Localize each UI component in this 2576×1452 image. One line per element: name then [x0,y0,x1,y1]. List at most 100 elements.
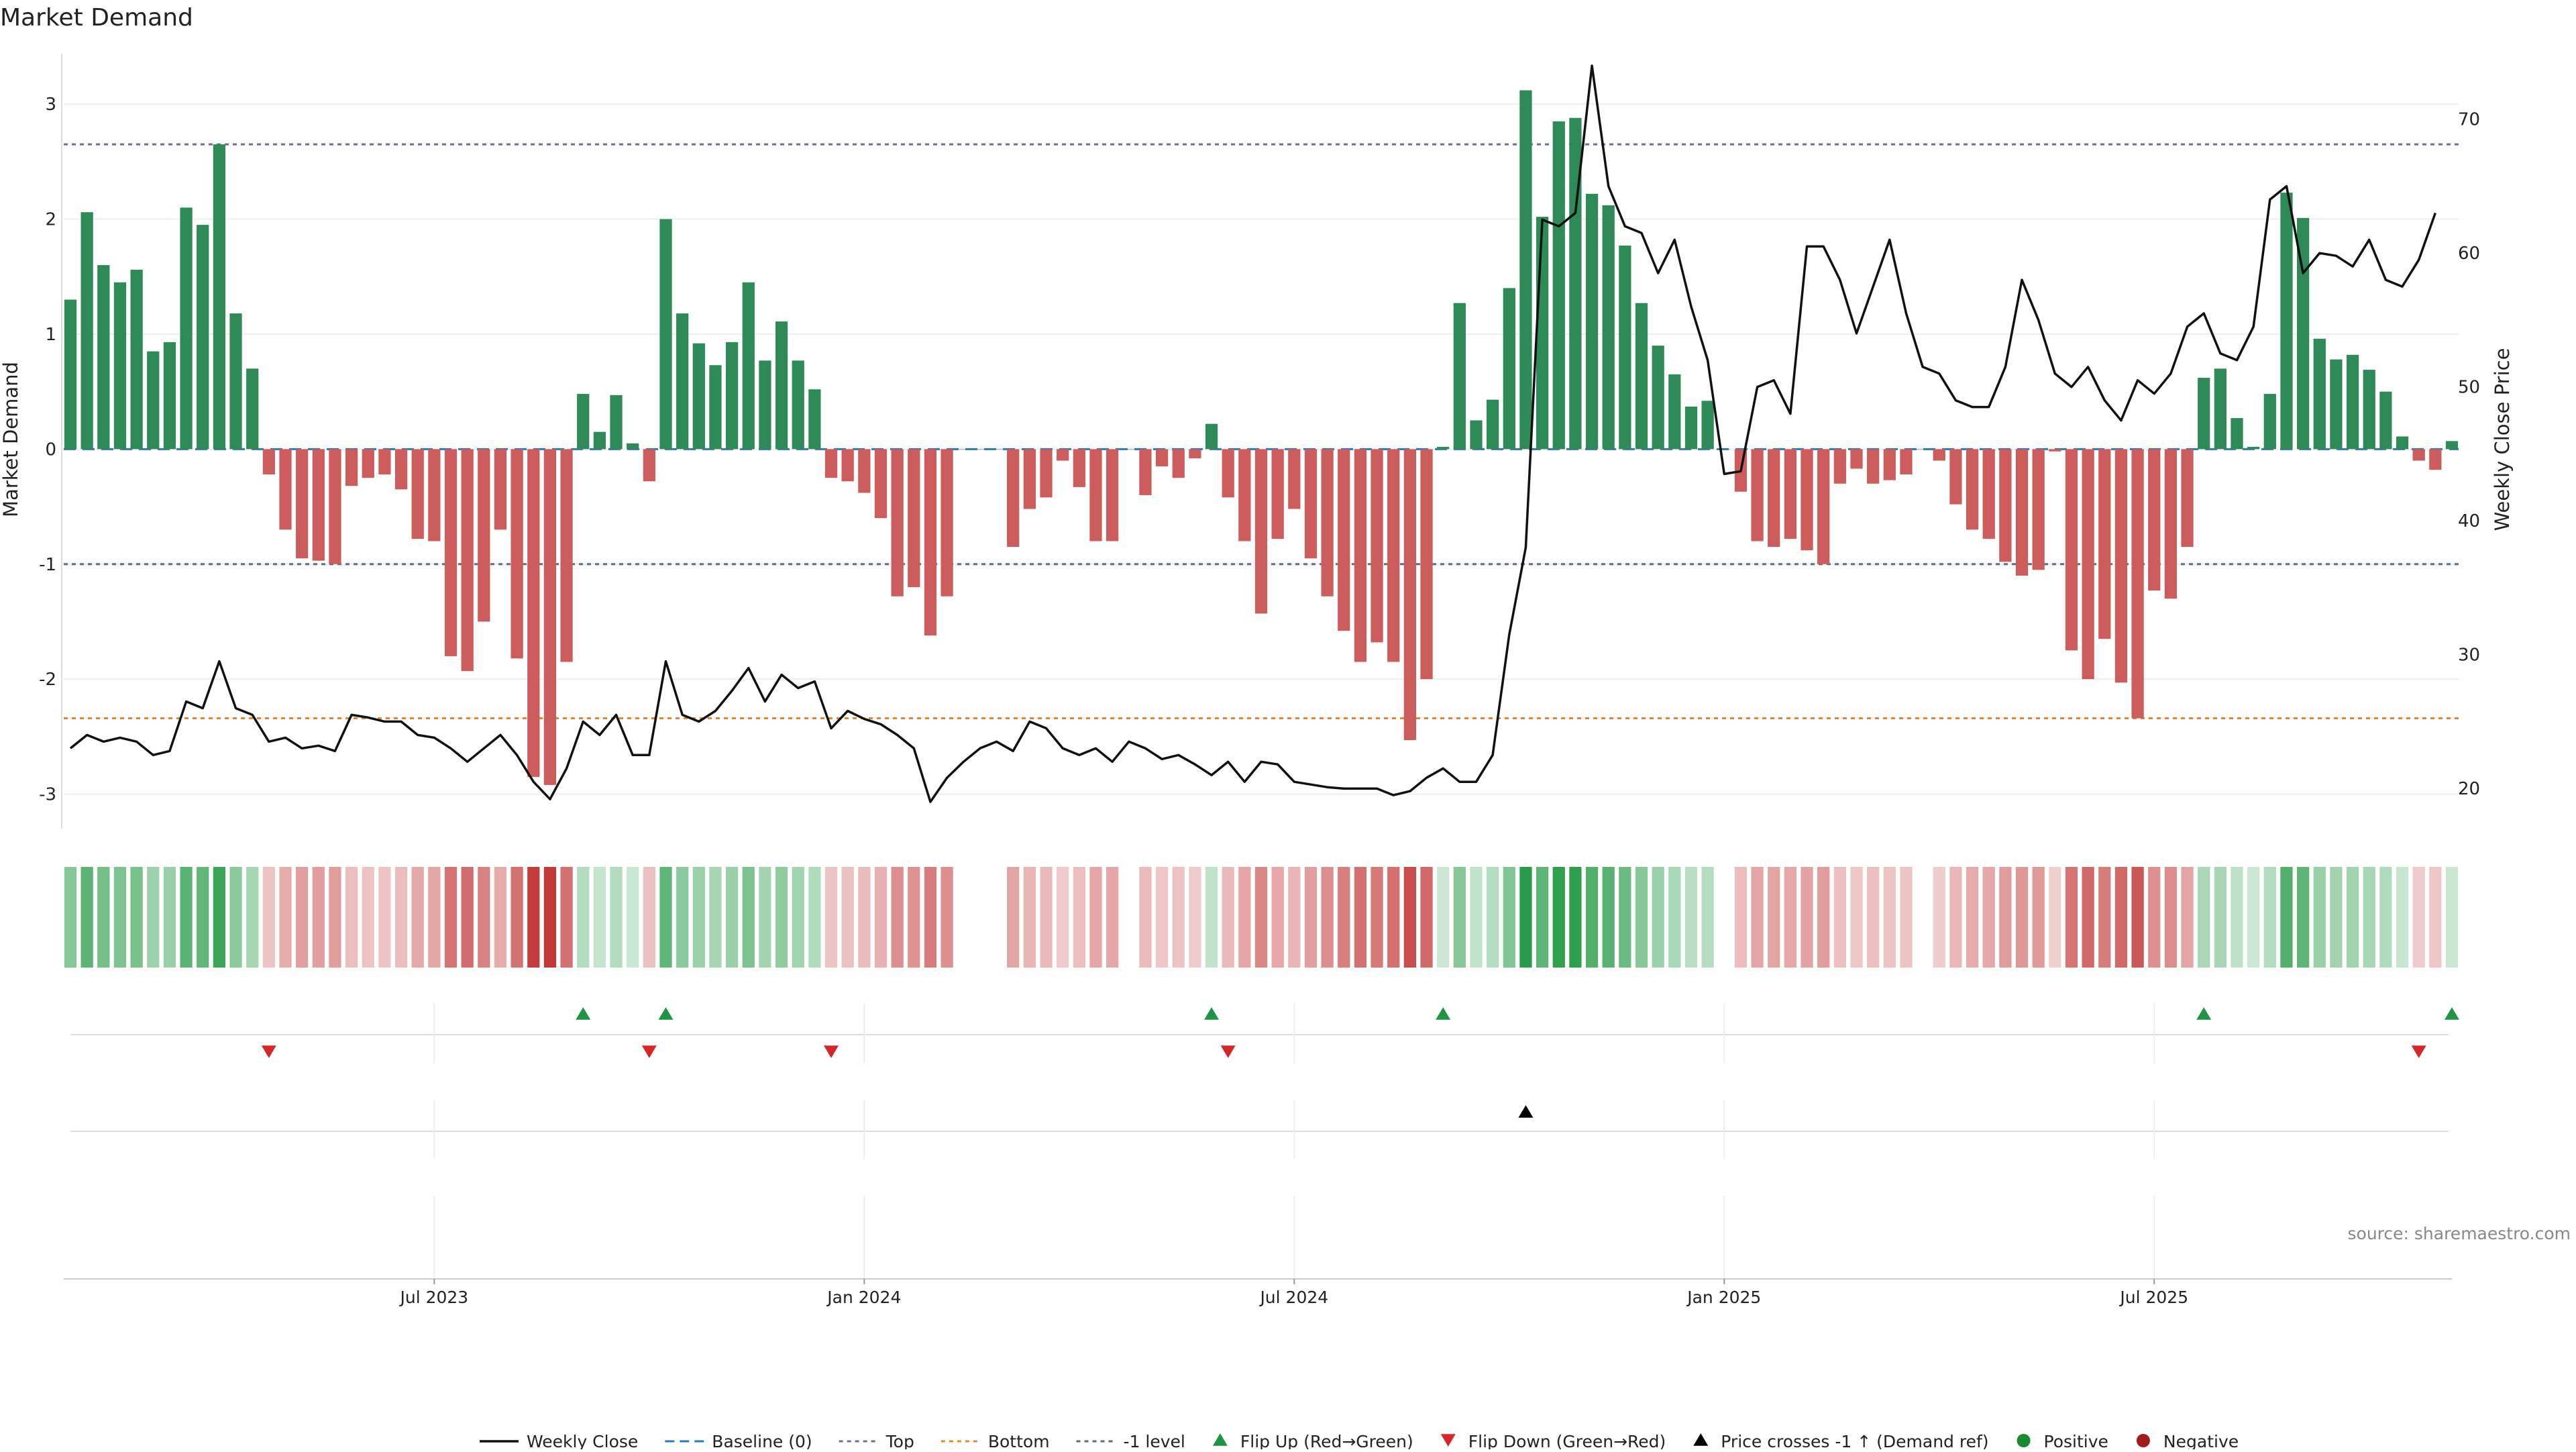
x-axis: Jul 2023 Jan 2024 Jul 2024 Jan 2025 Jul 2025 [64,1278,2452,1307]
demand-bar [543,449,557,785]
heat-cell [1254,867,1268,968]
legend-item-4: -1 level [1076,1432,1185,1451]
heat-cell [2148,867,2161,968]
heat-cell [1801,867,1813,968]
heat-cell [2412,867,2425,968]
x-tick-label: Jul 2024 [1258,1288,1328,1307]
heat-cell [1007,867,1020,968]
demand-bar [1585,193,1599,450]
demand-bar [1073,449,1085,487]
demand-bar [1883,449,1896,480]
demand-bar [1205,423,1218,450]
demand-bar [990,449,1003,450]
heat-cell [1106,867,1119,968]
demand-bar [147,351,160,450]
demand-bar [1982,449,1995,539]
demand-bar [494,449,507,530]
demand-bar [841,449,854,482]
demand-bar [1569,117,1582,450]
heat-cell [2313,867,2326,968]
demand-bar [1238,449,1251,541]
heat-cell [775,867,788,968]
flip-down-marker [641,1045,657,1058]
y-axis-label-left: Market Demand [0,362,22,517]
demand-bar [1057,449,1069,461]
heat-cell [577,867,590,968]
legend: Weekly Close Baseline (0) Top Bottom -1 leve… [480,1432,2239,1451]
heat-cell [2231,867,2243,968]
heat-cell [676,867,689,968]
heat-cell [527,867,540,968]
y-right-tick-label: 20 [2458,779,2480,799]
heat-cell [262,867,275,968]
demand-bar [2114,449,2128,683]
heat-cell [1387,867,1400,968]
heat-cell [1536,867,1549,968]
heat-cell [1982,867,1995,968]
y-right-tick-label: 70 [2458,110,2480,130]
heat-cell [312,867,325,968]
heat-cell [279,867,292,968]
heat-cell [113,867,127,968]
heat-cell [2429,867,2442,968]
demand-bar [1949,449,1962,505]
demand-bar [2148,449,2161,591]
demand-bar [2445,441,2459,450]
demand-bar [824,449,838,478]
flip-up-marker [1436,1007,1451,1020]
heat-cell [1073,867,1085,968]
demand-bar [874,449,888,519]
legend-label: Bottom [988,1432,1050,1449]
heat-cell [1619,867,1631,968]
demand-bar [1503,288,1515,450]
demand-bar [1999,449,2012,562]
demand-bar [792,360,804,450]
demand-bar [643,449,655,482]
heat-cell [1420,867,1433,968]
legend-label: Negative [2163,1432,2239,1449]
y-axis-label-right: Weekly Close Price [2491,348,2514,531]
heat-cell [725,867,739,968]
heat-cell [378,867,391,968]
legend-item-9: Negative [2136,1432,2239,1451]
heat-cell [1205,867,1218,968]
flip-down-marker [824,1045,839,1058]
demand-bar [2198,378,2210,450]
heat-cell [130,867,143,968]
heat-cell [1850,867,1863,968]
heat-cell [560,867,573,968]
demand-bar [527,449,540,777]
demand-bar [511,449,523,659]
heat-cell [147,867,160,968]
heat-cell [543,867,557,968]
legend-label: Positive [2044,1432,2108,1449]
flip-down-marker [261,1045,276,1058]
demand-bar [1122,449,1135,450]
demand-bar [2032,449,2045,570]
heat-cell [2082,867,2094,968]
demand-bar [1900,449,1913,475]
heat-cell [1585,867,1599,968]
demand-bar [1966,449,1979,530]
legend-swatch-dot [2017,1434,2031,1447]
demand-bar [2379,391,2392,450]
heat-cell [213,867,225,968]
heat-cell [1487,867,1499,968]
demand-bar [345,449,358,486]
demand-bar [1768,449,1780,548]
heat-cell [1371,867,1383,968]
demand-bar [692,343,705,450]
heat-cell [2379,867,2392,968]
heat-cell [444,867,458,968]
demand-bar [709,365,722,450]
heat-cell [1023,867,1036,968]
heat-cell [2181,867,2194,968]
heat-cell [1652,867,1664,968]
heat-cell [64,867,77,968]
demand-bar [1701,401,1714,450]
demand-bar [2330,359,2343,450]
heat-cell [2065,867,2078,968]
demand-bar [610,395,623,450]
heat-cell [97,867,110,968]
